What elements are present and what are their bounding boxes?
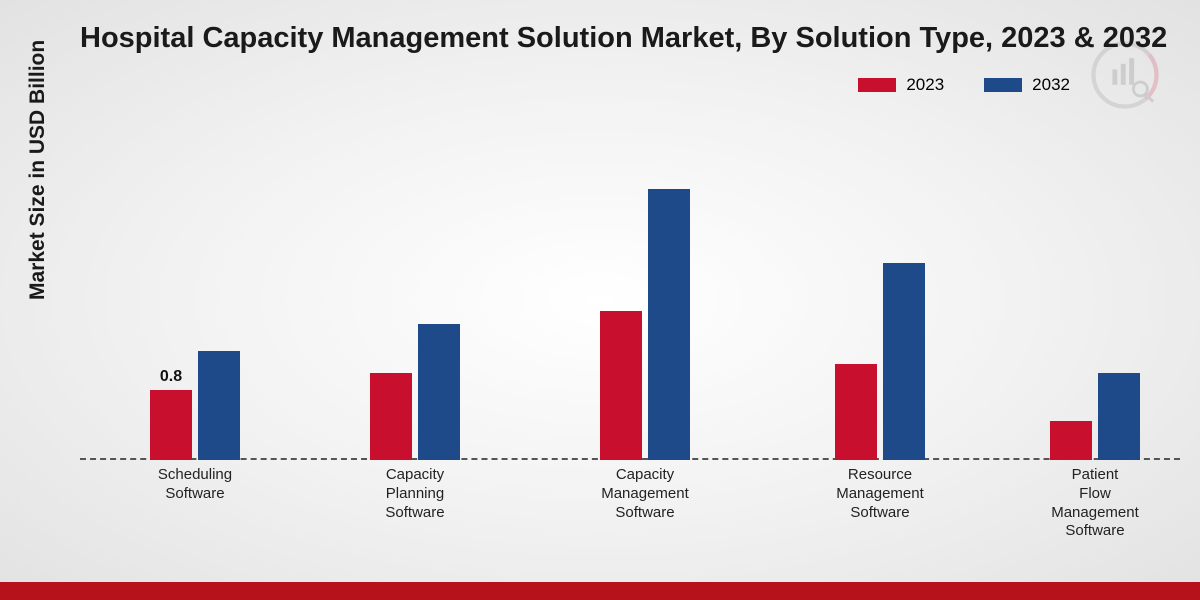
bar	[883, 263, 925, 460]
category-label: SchedulingSoftware	[125, 466, 265, 504]
plot-area: 0.8	[80, 110, 1180, 460]
bar-group	[820, 263, 940, 460]
category-label: CapacityManagementSoftware	[575, 466, 715, 522]
bar	[418, 324, 460, 460]
bar-value-label: 0.8	[160, 368, 182, 386]
category-label: PatientFlowManagementSoftware	[1025, 466, 1165, 541]
bar	[1050, 421, 1092, 460]
x-axis-labels: SchedulingSoftware CapacityPlanningSoftwa…	[80, 460, 1180, 550]
chart-title: Hospital Capacity Management Solution Ma…	[80, 22, 1200, 55]
legend-label-2032: 2032	[1032, 75, 1070, 95]
bar	[648, 189, 690, 460]
bar-group: 0.8	[135, 351, 255, 460]
bar	[600, 311, 642, 460]
bar: 0.8	[150, 390, 192, 460]
category-label: CapacityPlanningSoftware	[345, 466, 485, 522]
bar	[1098, 373, 1140, 461]
legend-item-2032: 2032	[984, 75, 1070, 95]
bar	[198, 351, 240, 460]
legend-item-2023: 2023	[858, 75, 944, 95]
bar-group	[1035, 373, 1155, 461]
category-label: ResourceManagementSoftware	[810, 466, 950, 522]
legend-label-2023: 2023	[906, 75, 944, 95]
bar	[370, 373, 412, 461]
bar-group	[355, 324, 475, 460]
legend-swatch-2032	[984, 78, 1022, 92]
bar-group	[585, 189, 705, 460]
legend: 2023 2032	[858, 75, 1070, 95]
y-axis-label: Market Size in USD Billion	[26, 40, 50, 300]
legend-swatch-2023	[858, 78, 896, 92]
footer-bar	[0, 582, 1200, 600]
bar	[835, 364, 877, 460]
